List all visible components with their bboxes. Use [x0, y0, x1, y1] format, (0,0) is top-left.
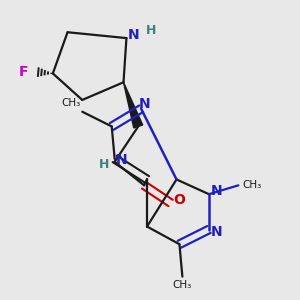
- Text: F: F: [19, 65, 28, 79]
- Text: CH₃: CH₃: [173, 280, 192, 290]
- Text: N: N: [128, 28, 140, 42]
- Text: O: O: [173, 193, 185, 207]
- Text: CH₃: CH₃: [242, 180, 261, 190]
- Text: N: N: [210, 184, 222, 198]
- Polygon shape: [124, 82, 143, 128]
- Text: H: H: [99, 158, 110, 171]
- Text: H: H: [146, 24, 157, 37]
- Text: N: N: [210, 225, 222, 239]
- Text: CH₃: CH₃: [61, 98, 80, 108]
- Text: N: N: [138, 98, 150, 111]
- Text: N: N: [116, 153, 128, 167]
